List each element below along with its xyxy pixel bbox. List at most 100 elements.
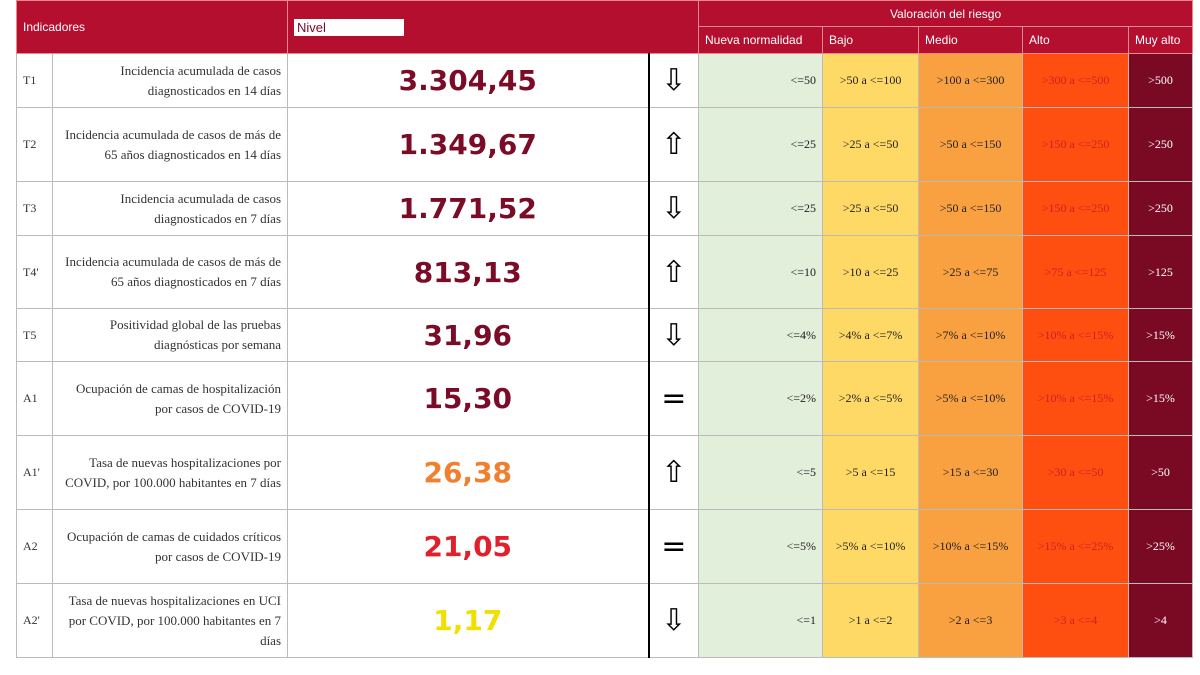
- header-level-md: Medio: [918, 26, 1024, 54]
- threshold-al: >300 a <=500: [1022, 53, 1130, 108]
- threshold-ma: >250: [1128, 107, 1194, 182]
- threshold-md: >15 a <=30: [918, 435, 1024, 510]
- table-row: T4' Incidencia acumulada de casos de más…: [16, 235, 1194, 309]
- indicator-value: 1.771,52: [287, 181, 650, 236]
- threshold-md: >10% a <=15%: [918, 509, 1024, 584]
- indicator-value: 26,38: [287, 435, 650, 510]
- threshold-nn: <=25: [698, 181, 824, 236]
- up-arrow-icon: ⇧: [647, 107, 700, 182]
- indicator-value: 1,17: [287, 583, 650, 658]
- threshold-ma: >15%: [1128, 308, 1194, 362]
- table-row: A1 Ocupación de camas de hospitalización…: [16, 361, 1194, 436]
- threshold-ma: >50: [1128, 435, 1194, 510]
- indicator-value: 15,30: [287, 361, 650, 436]
- threshold-al: >75 a <=125: [1022, 235, 1130, 309]
- indicator-description: Positividad global de las pruebas diagnó…: [51, 308, 289, 362]
- threshold-bj: >50 a <=100: [822, 53, 920, 108]
- indicator-id: T3: [16, 181, 53, 236]
- down-arrow-icon: ⇩: [647, 181, 700, 236]
- threshold-bj: >25 a <=50: [822, 181, 920, 236]
- indicator-description: Tasa de nuevas hospitalizaciones en UCI …: [51, 583, 289, 658]
- header-indicadores: Indicadores: [15, 0, 289, 54]
- indicator-description: Incidencia acumulada de casos diagnostic…: [51, 181, 289, 236]
- indicator-description: Ocupación de camas de cuidados críticos …: [51, 509, 289, 584]
- threshold-nn: <=50: [698, 53, 824, 108]
- equal-icon: =: [647, 361, 700, 436]
- threshold-md: >25 a <=75: [918, 235, 1024, 309]
- header-level-ma: Muy alto: [1128, 26, 1194, 54]
- indicator-id: T4': [16, 235, 53, 309]
- down-arrow-icon: ⇩: [647, 308, 700, 362]
- threshold-bj: >2% a <=5%: [822, 361, 920, 436]
- down-arrow-icon: ⇩: [647, 583, 700, 658]
- indicator-value: 3.304,45: [287, 53, 650, 108]
- threshold-al: >30 a <=50: [1022, 435, 1130, 510]
- threshold-md: >2 a <=3: [918, 583, 1024, 658]
- indicator-value: 21,05: [287, 509, 650, 584]
- indicator-value: 1.349,67: [287, 107, 650, 182]
- table-row: T3 Incidencia acumulada de casos diagnos…: [16, 181, 1194, 236]
- threshold-nn: <=1: [698, 583, 824, 658]
- threshold-ma: >15%: [1128, 361, 1194, 436]
- indicator-description: Incidencia acumulada de casos de más de …: [51, 235, 289, 309]
- threshold-bj: >4% a <=7%: [822, 308, 920, 362]
- equal-icon: =: [647, 509, 700, 584]
- threshold-md: >100 a <=300: [918, 53, 1024, 108]
- threshold-md: >5% a <=10%: [918, 361, 1024, 436]
- indicator-description: Ocupación de camas de hospitalización po…: [51, 361, 289, 436]
- threshold-al: >3 a <=4: [1022, 583, 1130, 658]
- threshold-md: >7% a <=10%: [918, 308, 1024, 362]
- threshold-ma: >500: [1128, 53, 1194, 108]
- indicator-description: Incidencia acumulada de casos diagnostic…: [51, 53, 289, 108]
- table-row: A2' Tasa de nuevas hospitalizaciones en …: [16, 583, 1194, 658]
- indicator-id: A1': [16, 435, 53, 510]
- indicator-id: A2: [16, 509, 53, 584]
- up-arrow-icon: ⇧: [647, 435, 700, 510]
- threshold-ma: >25%: [1128, 509, 1194, 584]
- header-level-nn: Nueva normalidad: [698, 26, 824, 54]
- threshold-al: >10% a <=15%: [1022, 361, 1130, 436]
- threshold-ma: >4: [1128, 583, 1194, 658]
- indicator-value: 813,13: [287, 235, 650, 309]
- indicator-description: Tasa de nuevas hospitalizaciones por COV…: [51, 435, 289, 510]
- table-row: A2 Ocupación de camas de cuidados crític…: [16, 509, 1194, 584]
- threshold-nn: <=25: [698, 107, 824, 182]
- indicator-description: Incidencia acumulada de casos de más de …: [51, 107, 289, 182]
- threshold-nn: <=10: [698, 235, 824, 309]
- header-nivel: Nivel: [287, 0, 700, 54]
- table-row: T5 Positividad global de las pruebas dia…: [16, 308, 1194, 362]
- threshold-al: >10% a <=15%: [1022, 308, 1130, 362]
- threshold-md: >50 a <=150: [918, 107, 1024, 182]
- indicator-id: T1: [16, 53, 53, 108]
- header-valoracion: Valoración del riesgo: [698, 0, 1194, 27]
- threshold-al: >15% a <=25%: [1022, 509, 1130, 584]
- threshold-ma: >125: [1128, 235, 1194, 309]
- table-row: T1 Incidencia acumulada de casos diagnos…: [16, 53, 1194, 108]
- header-level-bj: Bajo: [822, 26, 920, 54]
- threshold-nn: <=4%: [698, 308, 824, 362]
- threshold-nn: <=5%: [698, 509, 824, 584]
- down-arrow-icon: ⇩: [647, 53, 700, 108]
- threshold-nn: <=2%: [698, 361, 824, 436]
- table-row: A1' Tasa de nuevas hospitalizaciones por…: [16, 435, 1194, 510]
- up-arrow-icon: ⇧: [647, 235, 700, 309]
- threshold-bj: >5% a <=10%: [822, 509, 920, 584]
- indicator-id: T5: [16, 308, 53, 362]
- threshold-al: >150 a <=250: [1022, 181, 1130, 236]
- threshold-ma: >250: [1128, 181, 1194, 236]
- risk-indicators-table: Indicadores Nivel Valoración del riesgo …: [15, 0, 1194, 658]
- indicator-value: 31,96: [287, 308, 650, 362]
- threshold-nn: <=5: [698, 435, 824, 510]
- threshold-bj: >10 a <=25: [822, 235, 920, 309]
- nivel-label: Nivel: [294, 18, 405, 36]
- indicator-id: T2: [16, 107, 53, 182]
- indicator-id: A1: [16, 361, 53, 436]
- table-row: T2 Incidencia acumulada de casos de más …: [16, 107, 1194, 182]
- header-level-al: Alto: [1022, 26, 1130, 54]
- threshold-md: >50 a <=150: [918, 181, 1024, 236]
- threshold-bj: >25 a <=50: [822, 107, 920, 182]
- threshold-bj: >1 a <=2: [822, 583, 920, 658]
- threshold-bj: >5 a <=15: [822, 435, 920, 510]
- indicator-id: A2': [16, 583, 53, 658]
- threshold-al: >150 a <=250: [1022, 107, 1130, 182]
